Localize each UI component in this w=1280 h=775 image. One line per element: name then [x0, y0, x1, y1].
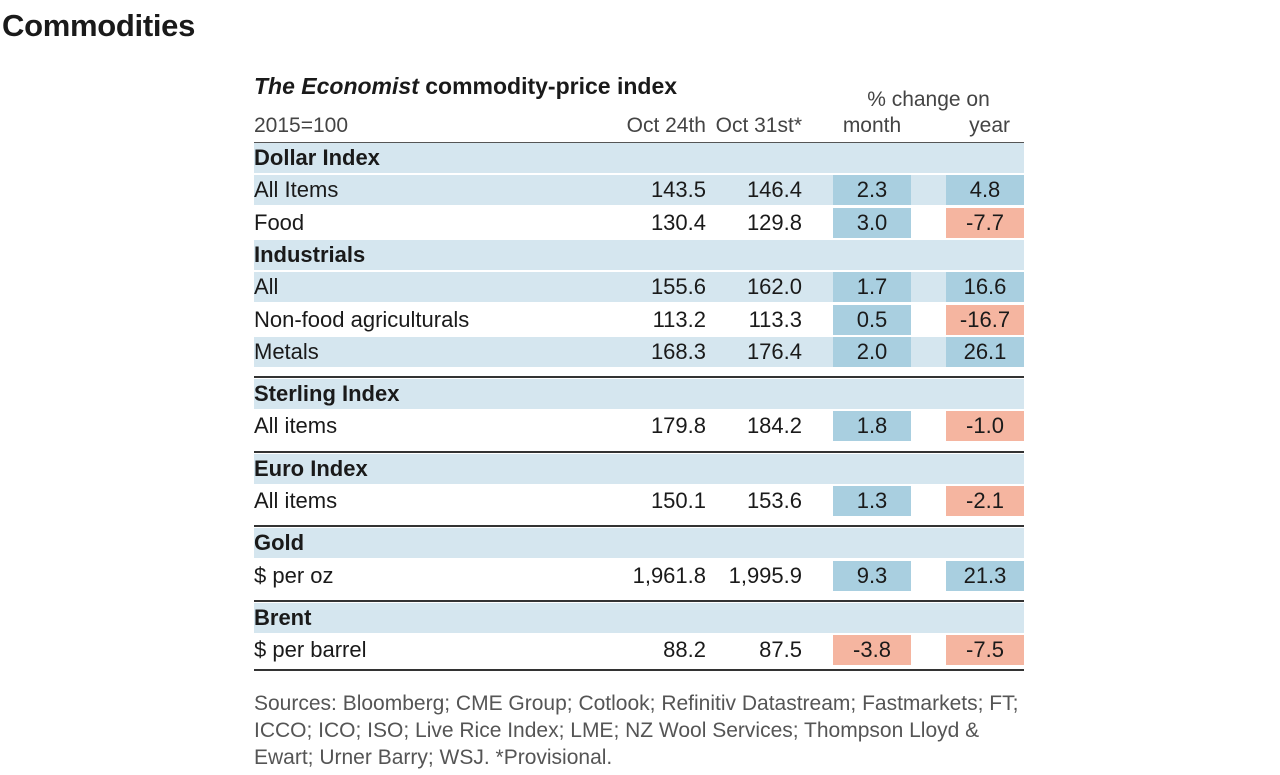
change-year-cell: -7.7	[946, 207, 1024, 238]
row-label: $ per oz	[254, 562, 334, 588]
row-label: Food	[254, 209, 305, 235]
section-name: Industrials	[254, 241, 366, 267]
section-divider	[254, 599, 1024, 602]
change-month-cell: 2.0	[833, 336, 911, 367]
section-name: Brent	[254, 604, 312, 630]
change-month-cell: 1.8	[833, 411, 911, 442]
section-header-row: Brent	[254, 602, 1024, 633]
value-oct31: 184.2	[746, 413, 802, 439]
column-header-month: month	[842, 114, 902, 137]
value-oct31: 87.5	[759, 637, 802, 663]
section-header-row: Sterling Index	[254, 379, 1024, 410]
value-oct24: 88.2	[663, 637, 706, 663]
change-year-cell: -1.0	[946, 411, 1024, 442]
section-name: Gold	[254, 530, 305, 556]
section-name: Dollar Index	[254, 145, 380, 170]
row-label: Non-food agriculturals	[254, 306, 470, 332]
table-row: Food 130.4 129.8 3.0 -7.7	[254, 207, 1024, 238]
page-title: Commodities	[2, 8, 196, 43]
change-year-cell: 21.3	[946, 560, 1024, 591]
row-label: All items	[254, 488, 338, 513]
change-year-cell: -2.1	[946, 486, 1024, 516]
value-oct31: 1,995.9	[728, 562, 802, 588]
change-year-cell: 26.1	[946, 336, 1024, 367]
row-label: All Items	[254, 177, 339, 203]
row-label: All items	[254, 413, 338, 439]
section-header-row: Euro Index	[254, 453, 1024, 484]
section-header-row: Dollar Index	[254, 143, 1024, 173]
column-header-unit: 2015=100	[254, 114, 349, 137]
change-month-cell: 9.3	[833, 560, 911, 591]
table-title-italic: The Economist	[254, 73, 419, 99]
change-year-cell: -7.5	[946, 635, 1024, 666]
table-row: $ per barrel 88.2 87.5 -3.8 -7.5	[254, 635, 1024, 666]
table-title: The Economist commodity-price index	[254, 73, 677, 100]
section-divider	[254, 376, 1024, 379]
change-year-cell: -16.7	[946, 304, 1024, 335]
pct-change-header: % change on	[867, 88, 990, 111]
table-row: Non-food agriculturals 113.2 113.3 0.5 -16.7	[254, 304, 1024, 335]
change-month-cell: -3.8	[833, 635, 911, 666]
table-row: All Items 143.5 146.4 2.3 4.8	[254, 175, 1024, 206]
header-rule	[254, 142, 1024, 143]
change-year-cell: 16.6	[946, 272, 1024, 303]
table-row: All 155.6 162.0 1.7 16.6	[254, 272, 1024, 303]
table-row: All items 150.1 153.6 1.3 -2.1	[254, 486, 1024, 516]
section-divider	[254, 450, 1024, 453]
value-oct24: 130.4	[650, 209, 706, 235]
section-header-row: Gold	[254, 528, 1024, 559]
row-label: All	[254, 274, 279, 300]
table-row: Metals 168.3 176.4 2.0 26.1	[254, 336, 1024, 367]
table-row: $ per oz 1,961.8 1,995.9 9.3 21.3	[254, 560, 1024, 591]
value-oct24: 113.2	[652, 306, 706, 332]
value-oct24: 143.5	[650, 177, 706, 203]
value-oct24: 168.3	[650, 338, 706, 364]
row-label: $ per barrel	[254, 637, 367, 663]
value-oct31: 153.6	[746, 488, 802, 513]
change-month-cell: 1.3	[833, 486, 911, 516]
value-oct31: 162.0	[746, 274, 802, 300]
column-header-oct31: Oct 31st*	[715, 114, 802, 137]
row-label: Metals	[254, 338, 319, 364]
value-oct24: 155.6	[650, 274, 706, 300]
section-name: Euro Index	[254, 455, 368, 481]
value-oct24: 1,961.8	[632, 562, 706, 588]
change-year-cell: 4.8	[946, 175, 1024, 206]
value-oct31: 146.4	[746, 177, 802, 203]
value-oct31: 176.4	[746, 338, 802, 364]
value-oct24: 150.1	[650, 488, 706, 513]
section-divider	[254, 525, 1024, 528]
value-oct24: 179.8	[650, 413, 706, 439]
sources-note: Sources: Bloomberg; CME Group; Cotlook; …	[254, 692, 1019, 769]
section-header-row: Industrials	[254, 239, 1024, 270]
change-month-cell: 3.0	[833, 207, 911, 238]
change-month-cell: 2.3	[833, 175, 911, 206]
change-month-cell: 1.7	[833, 272, 911, 303]
value-oct31: 129.8	[746, 209, 802, 235]
column-header-oct24: Oct 24th	[626, 114, 706, 137]
column-header-year: year	[969, 114, 1010, 137]
table-title-rest: commodity-price index	[418, 73, 678, 99]
table-row: All items 179.8 184.2 1.8 -1.0	[254, 411, 1024, 442]
change-month-cell: 0.5	[833, 304, 911, 335]
value-oct31: 113.3	[748, 306, 802, 332]
section-name: Sterling Index	[254, 381, 400, 407]
bottom-rule	[254, 668, 1024, 671]
